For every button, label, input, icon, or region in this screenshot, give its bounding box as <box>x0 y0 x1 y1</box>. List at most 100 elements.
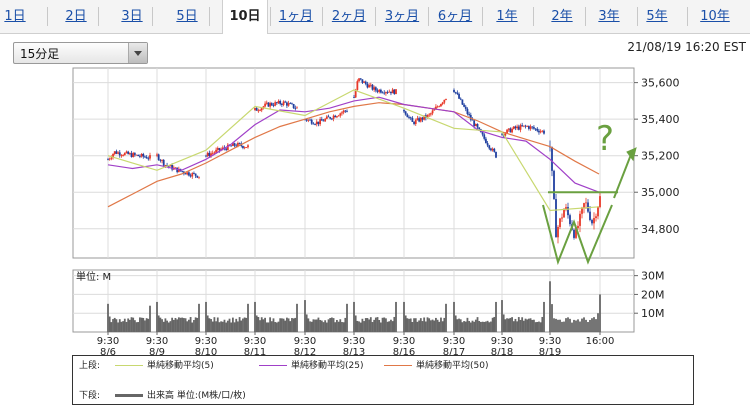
candle <box>215 149 217 153</box>
candle <box>324 118 327 122</box>
candle <box>189 175 192 177</box>
candle <box>327 116 330 118</box>
volume-bar <box>206 315 209 332</box>
volume-bar <box>419 318 422 332</box>
volume-bar <box>536 321 539 332</box>
tab-separator <box>270 7 271 26</box>
volume-bar <box>223 319 226 332</box>
interval-select[interactable]: 15分足 <box>13 42 148 64</box>
volume-bar <box>459 319 462 332</box>
volume-bar <box>385 318 387 332</box>
breakout-arrowhead <box>626 147 637 162</box>
volume-bar <box>512 321 515 332</box>
candle <box>322 120 325 122</box>
volume-bar <box>502 314 505 332</box>
candle <box>561 217 563 219</box>
volume-bar <box>317 317 320 332</box>
tab-4[interactable]: 5日 <box>176 9 198 24</box>
ma50-line <box>107 102 600 208</box>
candle <box>147 158 150 160</box>
legend-ma25-label: 単純移動平均(25) <box>291 361 364 371</box>
volume-bar <box>122 321 125 332</box>
candle <box>174 167 177 169</box>
volume-bar <box>516 321 519 332</box>
volume-bar <box>423 317 426 332</box>
tab-7[interactable]: 2ヶ月 <box>331 9 367 24</box>
volume-bar <box>287 318 290 332</box>
volume-bar <box>504 319 507 332</box>
candle <box>280 104 283 105</box>
candle <box>238 143 241 144</box>
tab-13[interactable]: 5年 <box>646 9 668 24</box>
tab-3[interactable]: 3日 <box>121 9 143 24</box>
candle <box>490 148 492 151</box>
volume-bar <box>561 321 563 332</box>
candle <box>140 153 143 157</box>
tab-5[interactable]: 10日 <box>222 0 268 34</box>
legend-volume: 出来高 単位:(M株/口/枚) <box>115 389 246 403</box>
candle <box>269 103 272 107</box>
candle <box>107 159 109 161</box>
volume-bar <box>418 320 421 332</box>
candle <box>539 131 542 133</box>
dropdown-button[interactable] <box>128 43 147 63</box>
legend-ma5-label: 単純移動平均(5) <box>147 361 214 371</box>
volume-bar <box>363 321 365 332</box>
volume-bar <box>353 301 355 332</box>
candle <box>364 81 367 84</box>
candle <box>110 157 113 159</box>
candle <box>221 147 224 150</box>
x-tick-label-date: 8/18 <box>491 347 513 358</box>
candle <box>461 99 464 105</box>
volume-bar <box>220 321 223 332</box>
volume-bar <box>581 318 583 332</box>
candle <box>381 92 384 94</box>
tab-2[interactable]: 2日 <box>65 9 87 24</box>
volume-bar <box>307 318 310 332</box>
candle <box>112 153 114 158</box>
candle <box>416 118 419 121</box>
candle <box>356 81 359 90</box>
candle <box>115 151 118 154</box>
candle <box>585 202 587 204</box>
volume-bar <box>226 320 229 332</box>
candle <box>315 121 318 125</box>
volume-bar <box>193 320 195 332</box>
candle <box>440 104 442 107</box>
volume-bar <box>424 321 427 332</box>
volume-bar <box>238 317 241 332</box>
candle <box>282 101 285 105</box>
candle <box>242 146 244 148</box>
tab-6[interactable]: 1ヶ月 <box>278 9 314 24</box>
tab-10[interactable]: 1年 <box>496 9 518 24</box>
volume-bar <box>315 319 318 332</box>
candle <box>371 84 374 90</box>
volume-bar <box>431 319 434 332</box>
candle <box>466 108 469 115</box>
tab-1[interactable]: 1日 <box>4 9 26 24</box>
tab-11[interactable]: 2年 <box>551 9 573 24</box>
volume-bar <box>441 321 444 332</box>
volume-bar <box>524 318 527 332</box>
volume-bar <box>132 317 135 332</box>
tab-14[interactable]: 10年 <box>700 9 730 24</box>
x-tick-label-time: 9:30 <box>539 336 561 347</box>
volume-bar <box>381 317 384 332</box>
volume-bar <box>125 321 128 332</box>
candle <box>118 152 121 156</box>
candle <box>378 89 381 92</box>
volume-bar <box>221 321 224 332</box>
volume-bar <box>216 317 219 332</box>
volume-bar <box>436 319 439 332</box>
candle <box>243 147 246 149</box>
tab-8[interactable]: 3ヶ月 <box>384 9 420 24</box>
candle <box>491 148 494 151</box>
candle <box>277 100 280 104</box>
tab-9[interactable]: 6ヶ月 <box>437 9 473 24</box>
volume-bar <box>495 301 497 332</box>
volume-bar <box>113 317 116 332</box>
candle <box>583 203 585 208</box>
candle <box>314 124 316 125</box>
tab-12[interactable]: 3年 <box>598 9 620 24</box>
candle <box>471 119 474 121</box>
